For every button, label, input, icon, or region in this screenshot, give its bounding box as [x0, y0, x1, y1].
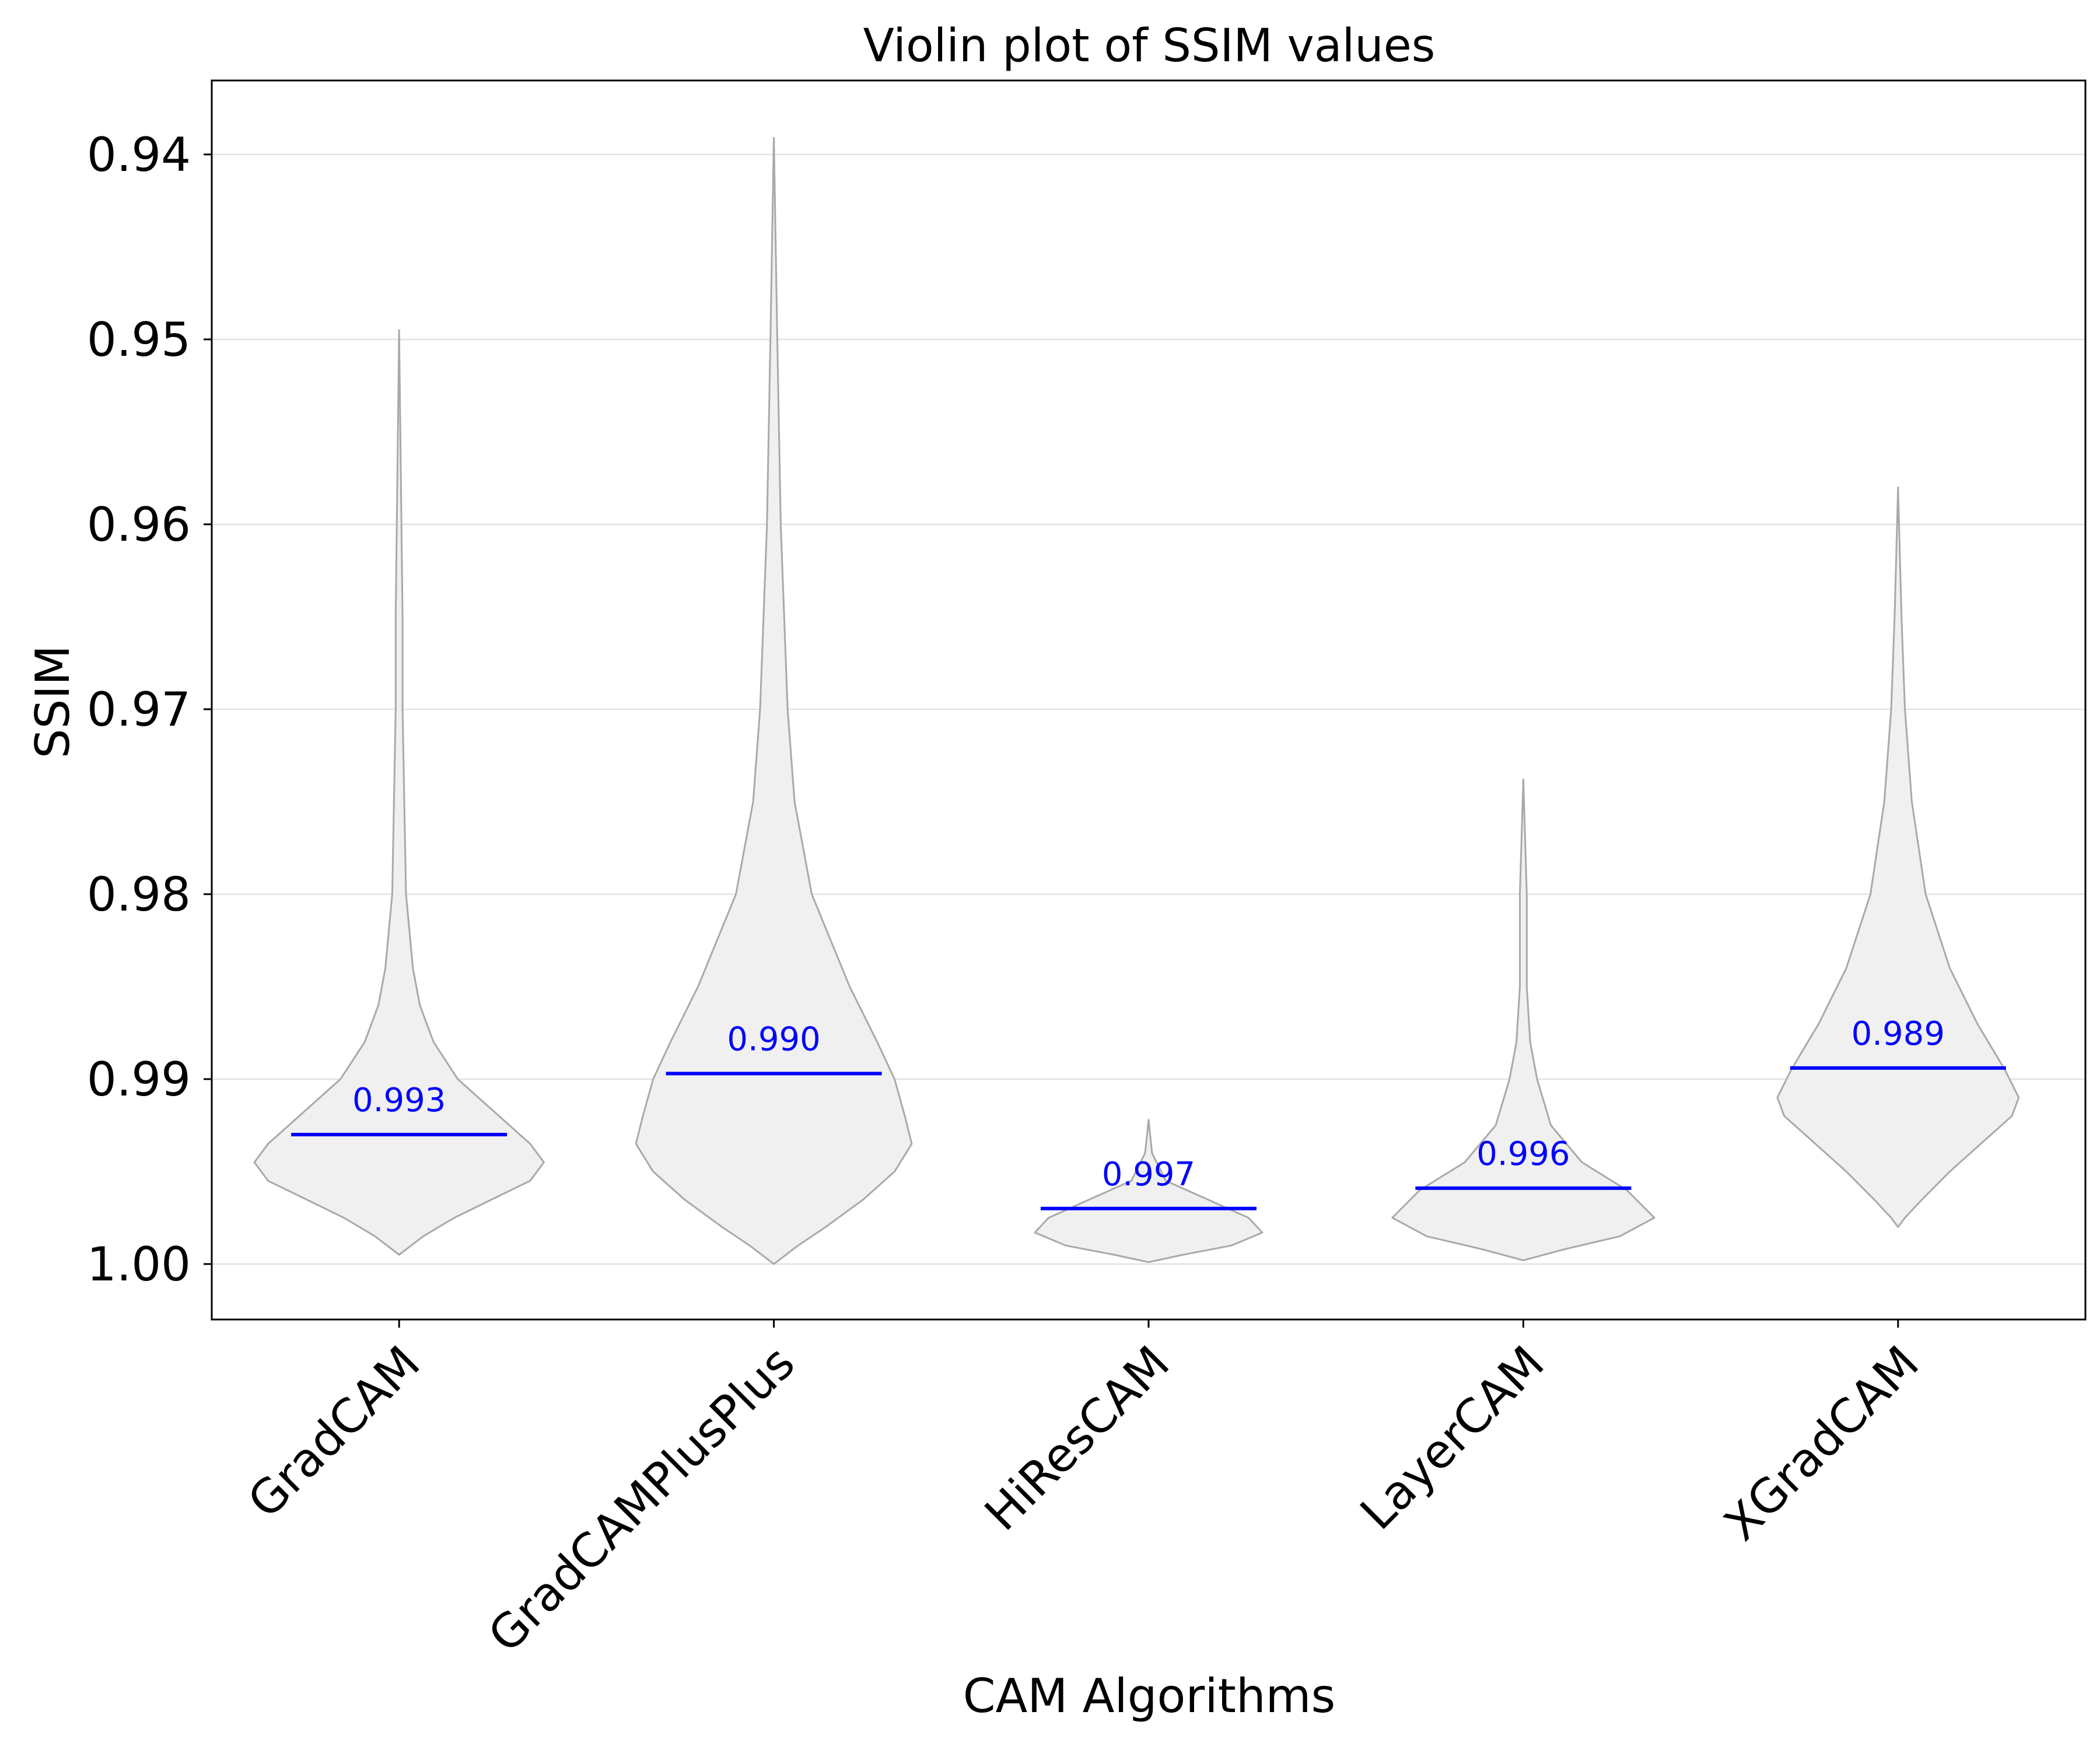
- violin-body: [1776, 486, 2020, 1228]
- median-value-label: 0.993: [352, 1082, 446, 1119]
- y-tick-label: 0.98: [87, 867, 191, 922]
- y-axis-label: SSIM: [26, 645, 80, 758]
- grid-lines: [212, 153, 2085, 1265]
- y-tick-label: 0.96: [87, 498, 191, 552]
- median-value-label: 0.997: [1102, 1156, 1195, 1194]
- median-value-label: 0.989: [1852, 1015, 1945, 1053]
- y-tick-label: 0.97: [87, 682, 191, 737]
- y-tick-label: 1.00: [87, 1237, 191, 1292]
- y-tick-label: 0.99: [87, 1052, 191, 1107]
- median-lines: 0.993 0.990 0.997 0.996 0.989: [291, 1015, 2006, 1210]
- y-axis-ticks: 0.94 0.95 0.96 0.97 0.98 0.99 1.00: [87, 128, 212, 1292]
- y-tick-label: 0.95: [87, 313, 191, 367]
- violins: [253, 136, 2020, 1265]
- x-axis-label: CAM Algorithms: [963, 1669, 1336, 1723]
- median-value-label: 0.996: [1476, 1135, 1570, 1173]
- median-value-label: 0.990: [727, 1020, 820, 1058]
- y-tick-label: 0.94: [87, 128, 191, 182]
- violin-body: [253, 329, 545, 1256]
- violin-body: [1034, 1119, 1264, 1264]
- chart-title: Violin plot of SSIM values: [863, 20, 1436, 72]
- violin-body: [635, 136, 913, 1265]
- violin-body: [1391, 778, 1656, 1262]
